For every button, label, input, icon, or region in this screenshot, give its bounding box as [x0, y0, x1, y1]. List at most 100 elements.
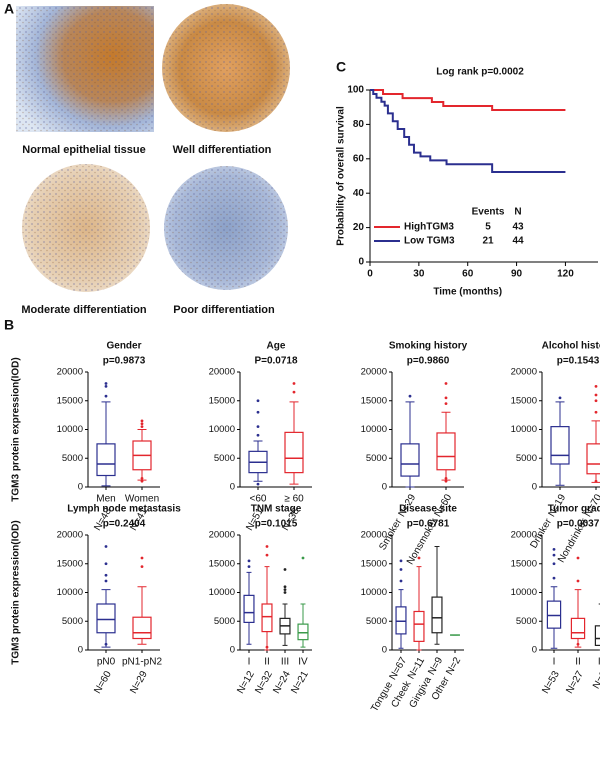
outlier — [576, 579, 580, 583]
p-value: p=0.1543 — [557, 356, 600, 367]
outlier — [247, 565, 251, 569]
x-tick-label: III — [598, 657, 600, 668]
tissue-texture — [16, 6, 154, 132]
y-tick-label: 15000 — [511, 395, 537, 406]
y-tick-label: 20000 — [57, 367, 83, 378]
y-tick-label: 10000 — [361, 424, 387, 435]
tissue-texture — [22, 164, 150, 292]
y-tick-label: 15000 — [511, 558, 537, 569]
p-value: P=0.0718 — [254, 356, 298, 367]
y-tick-label: 15000 — [361, 558, 387, 569]
y-axis-label: TGM3 protein expression(IOD) — [11, 520, 22, 664]
box — [400, 443, 420, 477]
chart-title: Log rank p=0.0002 — [436, 67, 524, 78]
y-tick-label: 15000 — [209, 395, 235, 406]
y-tick-label: 15000 — [57, 395, 83, 406]
y-tick-label: 20000 — [209, 530, 235, 541]
y-tick-label: 5000 — [366, 616, 387, 627]
outlier — [140, 422, 144, 426]
image-caption: Moderate differentiation — [21, 304, 147, 316]
legend-events: 21 — [482, 236, 494, 247]
tissue-texture — [164, 166, 288, 290]
y-tick-label: 20 — [353, 222, 365, 233]
x-tick-label: II — [575, 657, 581, 668]
image-caption: Normal epithelial tissue — [22, 144, 145, 156]
y-tick-label: 5000 — [516, 616, 537, 627]
box — [431, 596, 443, 634]
y-tick-label: 20000 — [361, 530, 387, 541]
box — [261, 603, 273, 633]
outlier — [399, 559, 403, 563]
chart-title: Lymph node metastasis — [67, 504, 181, 515]
chart-title: Gender — [106, 341, 141, 352]
x-tick-label: III — [281, 657, 289, 668]
y-tick-label: 5000 — [214, 453, 235, 464]
outlier — [104, 579, 108, 583]
legend-label: HighTGM3 — [404, 222, 454, 233]
outlier — [444, 402, 448, 406]
outlier — [552, 576, 556, 580]
n-label: N=2 — [444, 655, 463, 677]
y-tick-label: 10000 — [511, 424, 537, 435]
panel-label: C — [336, 59, 346, 75]
p-value: p=0.1015 — [255, 519, 298, 530]
outlier — [283, 591, 287, 594]
outlier — [399, 568, 403, 571]
y-tick-label: 20000 — [511, 367, 537, 378]
y-tick-label: 20000 — [57, 530, 83, 541]
box — [284, 431, 304, 474]
y-tick-label: 80 — [353, 119, 365, 130]
chart-title: Disease site — [399, 504, 457, 515]
x-tick-label: <60 — [250, 494, 267, 505]
box — [395, 606, 407, 635]
y-tick-label: 0 — [230, 645, 235, 656]
outlier — [301, 556, 305, 560]
legend-n: 44 — [512, 236, 524, 247]
panel-label: B — [4, 317, 14, 333]
y-axis-label: Probability of overall survival — [336, 106, 347, 246]
chart-title: Age — [267, 341, 286, 352]
box — [413, 610, 425, 642]
x-tick-label: 90 — [511, 269, 523, 280]
outlier — [104, 384, 108, 388]
y-tick-label: 15000 — [361, 395, 387, 406]
outlier — [594, 384, 598, 388]
outlier — [399, 579, 403, 583]
y-tick-label: 5000 — [214, 616, 235, 627]
outlier — [444, 382, 448, 385]
outlier — [140, 425, 144, 429]
outlier — [247, 559, 251, 563]
legend-n: 43 — [512, 222, 524, 233]
p-value: p=0.6781 — [407, 519, 450, 530]
x-tick-label: I — [553, 657, 556, 668]
outlier — [104, 642, 108, 646]
panel-label: A — [4, 1, 14, 17]
outlier — [408, 394, 412, 398]
outlier — [576, 642, 580, 646]
box — [586, 443, 600, 475]
outlier — [283, 568, 287, 571]
outlier — [256, 433, 260, 437]
outlier — [265, 553, 269, 557]
outlier — [444, 479, 448, 483]
box — [132, 616, 152, 640]
outlier — [292, 390, 296, 394]
n-label: N=9 — [591, 669, 600, 691]
outlier — [140, 556, 144, 560]
legend-events: 5 — [485, 222, 491, 233]
outlier — [594, 410, 598, 414]
n-label: N=12 — [235, 669, 257, 696]
y-tick-label: 0 — [78, 482, 83, 493]
n-label: N=29 — [128, 669, 150, 696]
x-tick-label: 30 — [413, 269, 425, 280]
y-tick-label: 10000 — [361, 587, 387, 598]
x-tick-label: pN1-pN2 — [122, 657, 162, 668]
outlier — [256, 425, 260, 429]
y-tick-label: 0 — [532, 482, 537, 493]
outlier — [292, 382, 296, 385]
y-tick-label: 100 — [347, 85, 364, 96]
y-tick-label: 0 — [532, 645, 537, 656]
chart-title: TNM stage — [251, 504, 302, 515]
box — [436, 432, 456, 471]
